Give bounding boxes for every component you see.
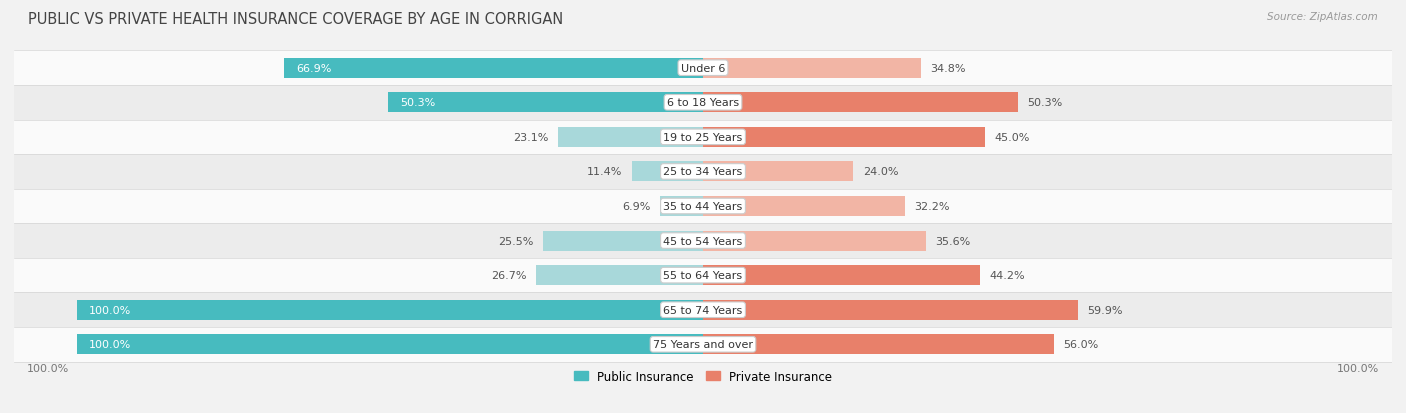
Text: 32.2%: 32.2% xyxy=(914,202,949,211)
Bar xyxy=(703,93,1018,113)
Text: 25.5%: 25.5% xyxy=(499,236,534,246)
Bar xyxy=(703,59,921,78)
Text: 100.0%: 100.0% xyxy=(89,339,132,349)
Text: 44.2%: 44.2% xyxy=(990,271,1025,280)
Bar xyxy=(14,51,1392,86)
Text: 75 Years and over: 75 Years and over xyxy=(652,339,754,349)
Bar xyxy=(14,155,1392,189)
Text: 6.9%: 6.9% xyxy=(621,202,651,211)
Text: 26.7%: 26.7% xyxy=(491,271,526,280)
Text: 6 to 18 Years: 6 to 18 Years xyxy=(666,98,740,108)
Bar xyxy=(543,231,703,251)
Text: Under 6: Under 6 xyxy=(681,64,725,74)
Bar xyxy=(536,266,703,285)
Bar xyxy=(77,300,703,320)
Bar xyxy=(14,86,1392,120)
Bar xyxy=(558,128,703,147)
Text: 19 to 25 Years: 19 to 25 Years xyxy=(664,133,742,142)
Bar xyxy=(659,197,703,216)
Text: 66.9%: 66.9% xyxy=(297,64,332,74)
Text: 100.0%: 100.0% xyxy=(1337,363,1379,373)
Bar xyxy=(703,162,853,182)
Bar xyxy=(14,293,1392,327)
Bar xyxy=(284,59,703,78)
Text: 45 to 54 Years: 45 to 54 Years xyxy=(664,236,742,246)
Text: 45.0%: 45.0% xyxy=(994,133,1029,142)
Text: PUBLIC VS PRIVATE HEALTH INSURANCE COVERAGE BY AGE IN CORRIGAN: PUBLIC VS PRIVATE HEALTH INSURANCE COVER… xyxy=(28,12,564,27)
Bar xyxy=(388,93,703,113)
Legend: Public Insurance, Private Insurance: Public Insurance, Private Insurance xyxy=(574,370,832,383)
Bar xyxy=(703,197,904,216)
Text: 55 to 64 Years: 55 to 64 Years xyxy=(664,271,742,280)
Text: 50.3%: 50.3% xyxy=(401,98,436,108)
Bar xyxy=(14,120,1392,155)
Text: 65 to 74 Years: 65 to 74 Years xyxy=(664,305,742,315)
Text: 56.0%: 56.0% xyxy=(1063,339,1098,349)
Bar xyxy=(14,224,1392,258)
Bar xyxy=(703,128,984,147)
Text: 50.3%: 50.3% xyxy=(1028,98,1063,108)
Text: 25 to 34 Years: 25 to 34 Years xyxy=(664,167,742,177)
Text: Source: ZipAtlas.com: Source: ZipAtlas.com xyxy=(1267,12,1378,22)
Text: 100.0%: 100.0% xyxy=(89,305,132,315)
Bar xyxy=(77,335,703,354)
Text: 35 to 44 Years: 35 to 44 Years xyxy=(664,202,742,211)
Text: 34.8%: 34.8% xyxy=(931,64,966,74)
Bar xyxy=(703,335,1053,354)
Text: 35.6%: 35.6% xyxy=(935,236,970,246)
Bar xyxy=(703,300,1078,320)
Bar xyxy=(14,258,1392,293)
Text: 23.1%: 23.1% xyxy=(513,133,548,142)
Bar xyxy=(703,231,927,251)
Text: 24.0%: 24.0% xyxy=(863,167,898,177)
Bar xyxy=(631,162,703,182)
Text: 59.9%: 59.9% xyxy=(1088,305,1123,315)
Bar xyxy=(14,189,1392,224)
Bar xyxy=(14,327,1392,362)
Bar xyxy=(703,266,980,285)
Text: 11.4%: 11.4% xyxy=(586,167,623,177)
Text: 100.0%: 100.0% xyxy=(27,363,69,373)
